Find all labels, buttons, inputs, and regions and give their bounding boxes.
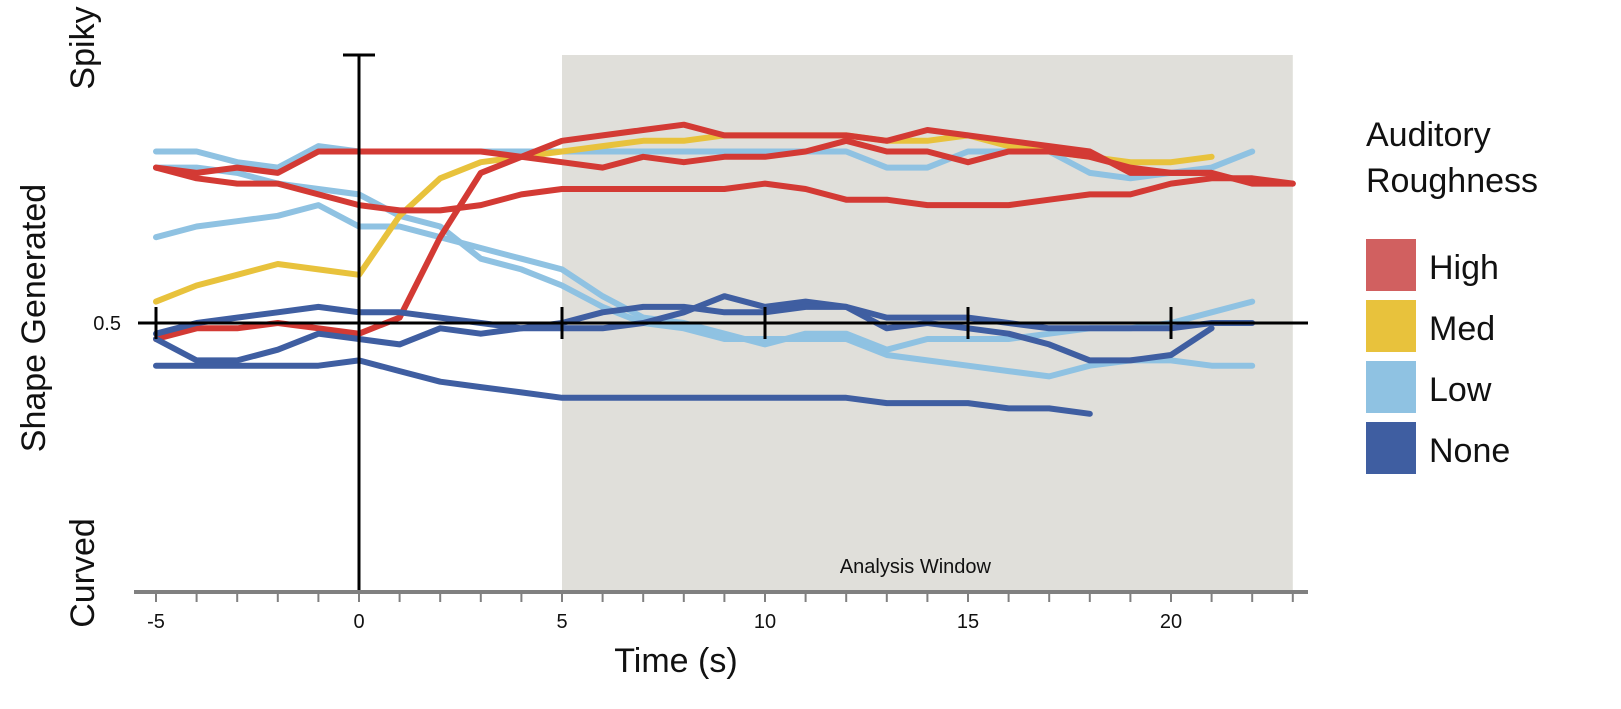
x-tick-label: 5: [556, 611, 567, 633]
series-line-none-9: [153, 357, 1093, 417]
series-line-none-8: [153, 303, 1256, 337]
legend-label-med: Med: [1429, 310, 1495, 348]
legend-title: Auditory Roughness: [1366, 116, 1538, 200]
legend-swatch-med: [1366, 300, 1416, 352]
legend-label-low: Low: [1429, 371, 1492, 409]
x-axis-label: Time (s): [614, 642, 737, 680]
series-lines: [153, 121, 1296, 417]
x-tick-labels: -5 0 5 10 15 20: [147, 611, 1182, 633]
series-line-high-6: [153, 121, 1215, 342]
series-line-high-4: [153, 164, 1296, 214]
y-axis-top-label: Spiky: [64, 6, 102, 89]
y-mid-tick-label: 0.5: [93, 313, 121, 335]
series-line-none-7: [153, 293, 1215, 364]
legend-label-none: None: [1429, 432, 1510, 470]
legend-label-high: High: [1429, 249, 1499, 287]
legend-swatch-low: [1366, 361, 1416, 413]
legend-swatch-high: [1366, 239, 1416, 291]
legend: Auditory Roughness High Med Low None: [1366, 116, 1538, 474]
series-line-low-1: [153, 164, 1256, 380]
legend-swatch-none: [1366, 422, 1416, 474]
y-axis-bottom-label: Curved: [64, 518, 102, 628]
x-tick-label: 10: [754, 611, 776, 633]
x-tick-label: 20: [1160, 611, 1182, 633]
x-tick-label: -5: [147, 611, 165, 633]
y-axis-label: Shape Generated: [15, 184, 53, 452]
x-tick-label: 0: [353, 611, 364, 633]
x-tick-label: 15: [957, 611, 979, 633]
analysis-window-label: Analysis Window: [840, 556, 992, 578]
midline-ticks: [154, 307, 1173, 339]
